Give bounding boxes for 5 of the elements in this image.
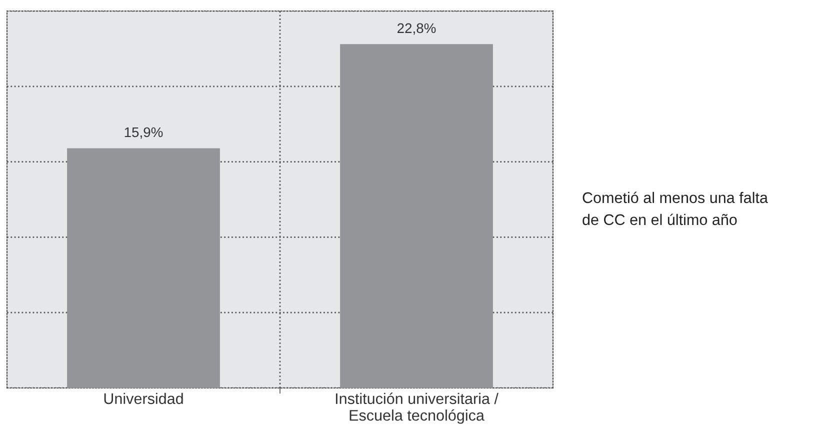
- data-label: 22,8%: [398, 23, 436, 35]
- data-label: 15,9%: [124, 127, 163, 139]
- text: Cometió al menos una falta de CC en el último año: [582, 192, 768, 226]
- x-tick-label: Universidad: [104, 392, 183, 404]
- x-tick-label: Institución universitaria / Escuela tecnológica: [336, 392, 498, 424]
